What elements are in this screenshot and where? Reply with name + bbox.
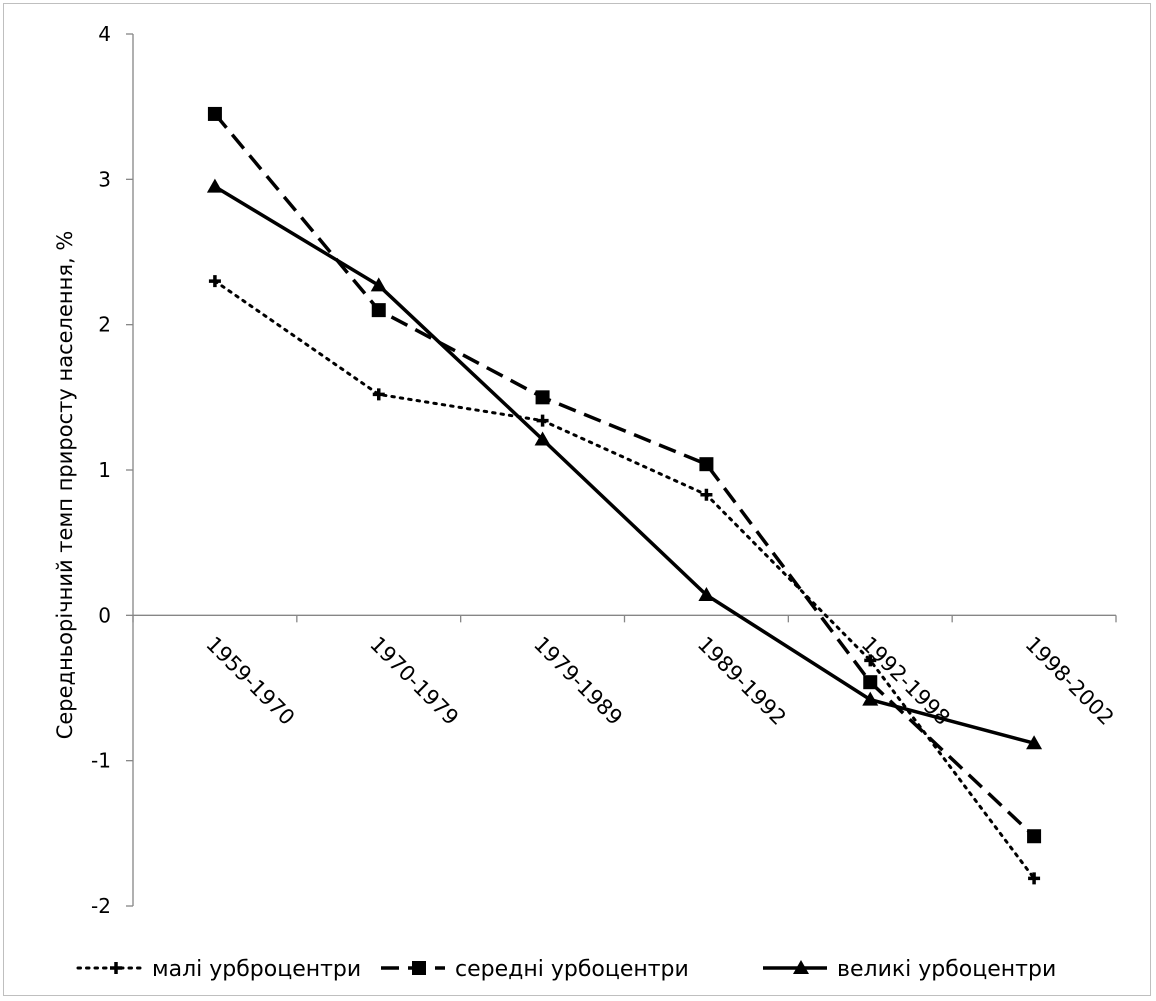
chart-frame	[3, 3, 1151, 996]
series-line	[213, 112, 1036, 838]
data-point-marker	[862, 691, 879, 706]
series-3	[206, 178, 1043, 750]
data-point-marker	[1027, 829, 1042, 844]
legend-item: середні урбоцентри	[381, 957, 689, 982]
legend-marker	[412, 961, 426, 975]
y-tick-label: -1	[91, 749, 111, 773]
data-point-marker	[863, 675, 878, 690]
data-point-marker	[371, 303, 386, 318]
y-tick-label: -2	[91, 894, 111, 918]
data-point-marker	[206, 178, 223, 193]
data-point-marker	[207, 106, 222, 121]
data-point-marker	[535, 390, 550, 405]
x-category-label: 1998-2002	[1021, 632, 1119, 730]
legend-marker	[793, 960, 809, 974]
legend-marker	[110, 962, 122, 974]
data-point-marker	[698, 586, 715, 601]
legend-item: малі урброцентри	[76, 957, 361, 982]
data-point-marker	[864, 654, 877, 667]
legend-label: малі урброцентри	[152, 957, 361, 982]
x-category-label: 1979-1989	[529, 632, 627, 730]
data-point-marker	[700, 488, 713, 501]
x-category-labels: 1959-1970 1970-1979 1979-1989 1989-1992 1992…	[201, 632, 1118, 730]
series-2	[207, 106, 1042, 844]
data-point-marker	[1028, 872, 1041, 885]
data-point-marker	[372, 388, 385, 401]
chart-axes	[126, 33, 1117, 907]
data-point-marker	[699, 457, 714, 472]
data-point-marker	[534, 431, 551, 446]
data-point-marker	[536, 414, 549, 427]
legend: малі урброцентри середні урбоцентри великі…	[76, 957, 1056, 982]
y-tick-label: 0	[98, 603, 111, 627]
series-line	[213, 279, 1036, 880]
legend-label: середні урбоцентри	[455, 957, 689, 982]
y-tick-labels: 4 3 2 1 0 -1 -2	[91, 22, 111, 918]
data-point-marker	[370, 277, 387, 292]
series-lines	[206, 106, 1043, 885]
legend-item: великі урбоцентри	[763, 957, 1056, 982]
series-1	[208, 275, 1041, 885]
y-tick-label: 4	[98, 22, 111, 46]
y-tick-label: 2	[98, 313, 111, 337]
legend-label: великі урбоцентри	[837, 957, 1056, 982]
y-tick-label: 3	[98, 167, 111, 191]
data-point-marker	[208, 275, 221, 288]
data-point-marker	[1026, 735, 1043, 750]
y-axis-title: Середньорічний темп приросту населення, …	[53, 231, 77, 740]
x-category-label: 1989-1992	[693, 632, 791, 730]
x-category-label: 1959-1970	[201, 632, 299, 730]
x-category-label: 1970-1979	[365, 632, 463, 730]
series-line	[214, 185, 1035, 745]
y-tick-label: 1	[98, 458, 111, 482]
